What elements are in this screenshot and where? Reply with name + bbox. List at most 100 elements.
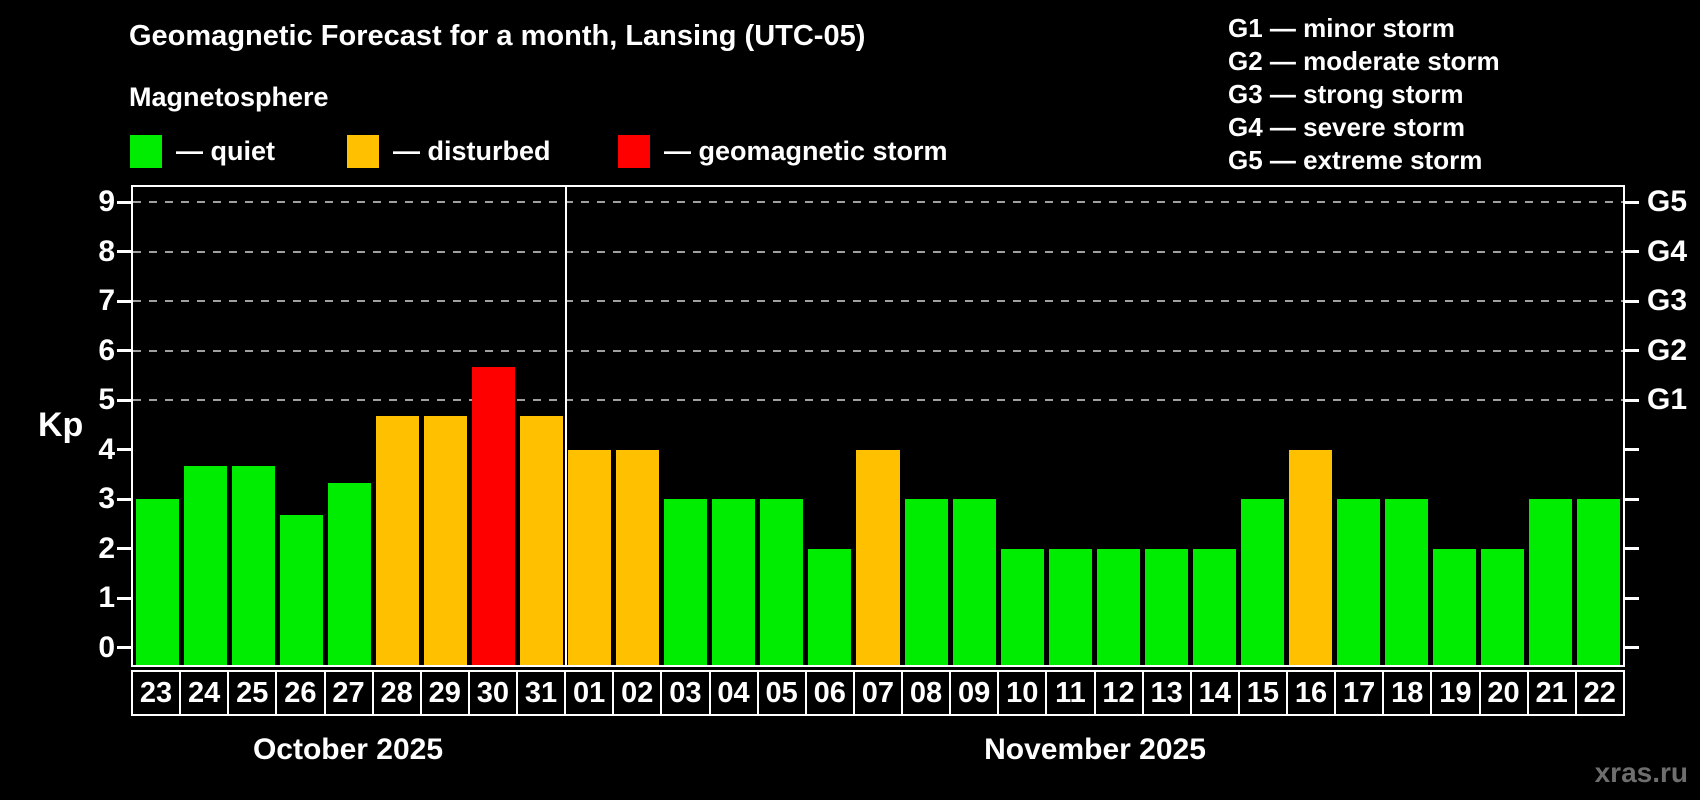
- day-cell-01: 01: [566, 672, 615, 714]
- y-tick-label-9: 9: [98, 185, 115, 218]
- disturbed-color-swatch: [347, 134, 379, 168]
- kp-bar-november-20: [1481, 548, 1525, 665]
- kp-bar-november-19: [1433, 548, 1477, 665]
- left-tick-kp5: [117, 398, 131, 402]
- kp-bar-november-18: [1385, 499, 1429, 665]
- y-tick-label-6: 6: [98, 333, 115, 367]
- day-cell-07: 07: [854, 672, 903, 714]
- right-tick-kp2: [1625, 547, 1639, 550]
- chart-title: Geomagnetic Forecast for a month, Lansin…: [129, 20, 866, 52]
- legend-item-quiet: — quiet: [130, 134, 275, 168]
- left-tick-kp9: [117, 200, 131, 204]
- kp-bar-october-25: [231, 465, 275, 665]
- right-tick-kp0: [1625, 646, 1639, 649]
- right-tick-kp1: [1625, 596, 1639, 600]
- g-scale-legend-line-g2: G2 — moderate storm: [1228, 46, 1500, 76]
- day-cell-14: 14: [1191, 672, 1240, 714]
- kp-bar-october-31: [520, 416, 564, 665]
- legend-label-storm: — geomagnetic storm: [664, 135, 948, 166]
- kp-bar-november-22: [1577, 499, 1621, 665]
- kp-bar-october-28: [375, 416, 419, 665]
- kp-bar-november-17: [1337, 499, 1381, 665]
- kp-bar-november-15: [1240, 499, 1285, 665]
- day-cell-08: 08: [903, 672, 952, 714]
- kp-bar-november-11: [1048, 548, 1092, 665]
- day-cell-12: 12: [1095, 672, 1144, 714]
- right-tick-kp8: [1625, 250, 1639, 253]
- g-scale-legend-line-g3: G3 — strong storm: [1228, 79, 1464, 109]
- day-cell-25: 25: [229, 672, 278, 714]
- kp-bar-november-02: [616, 449, 660, 665]
- gridline-kp8: [133, 250, 1623, 253]
- day-cell-09: 09: [951, 672, 1000, 714]
- y-tick-label-0: 0: [98, 630, 115, 664]
- day-cell-30: 30: [469, 672, 518, 714]
- kp-bar-november-09: [952, 499, 996, 665]
- month-label-october: October 2025: [252, 733, 444, 766]
- day-cell-20: 20: [1480, 672, 1529, 714]
- gridline-kp5: [133, 399, 1623, 401]
- chart-subtitle: Magnetosphere: [129, 82, 329, 112]
- day-cell-10: 10: [999, 672, 1048, 714]
- day-cell-13: 13: [1143, 672, 1192, 714]
- day-cell-31: 31: [518, 672, 567, 714]
- quiet-color-swatch: [130, 134, 162, 168]
- right-tick-kp4: [1625, 448, 1639, 451]
- right-tick-kp9: [1625, 200, 1639, 204]
- kp-bar-october-23: [135, 499, 179, 665]
- kp-bar-november-05: [760, 499, 804, 665]
- legend-item-disturbed: — disturbed: [347, 134, 551, 168]
- kp-bar-november-12: [1096, 548, 1140, 665]
- day-cell-29: 29: [421, 672, 470, 714]
- day-cell-24: 24: [181, 672, 230, 714]
- g-tick-label-g1: G1: [1647, 383, 1688, 416]
- day-cell-06: 06: [806, 672, 855, 714]
- y-tick-label-2: 2: [98, 531, 115, 565]
- kp-bar-november-01: [568, 449, 612, 665]
- g-tick-label-g2: G2: [1647, 333, 1688, 367]
- left-tick-kp7: [117, 299, 131, 303]
- y-tick-label-5: 5: [98, 383, 115, 416]
- month-label-november: November 2025: [984, 733, 1206, 766]
- day-cell-02: 02: [614, 672, 663, 714]
- y-tick-label-4: 4: [98, 432, 115, 466]
- left-tick-kp1: [117, 596, 131, 600]
- right-tick-kp6: [1625, 349, 1639, 352]
- day-cell-11: 11: [1047, 672, 1096, 714]
- day-cell-26: 26: [277, 672, 326, 714]
- kp-bar-november-16: [1289, 449, 1333, 665]
- right-tick-kp7: [1625, 299, 1639, 303]
- day-cell-28: 28: [373, 672, 422, 714]
- day-cell-04: 04: [710, 672, 759, 714]
- kp-bar-november-07: [856, 449, 900, 665]
- day-cell-16: 16: [1288, 672, 1337, 714]
- left-tick-kp3: [117, 497, 131, 501]
- kp-bar-october-26: [279, 515, 323, 665]
- g-scale-legend: G1 — minor storm G2 — moderate storm G3 …: [1228, 12, 1500, 177]
- day-axis: 23 24 25 26 27 28 29 30 31 01 02 03 04 05 06 07 08 09 10 11…: [131, 670, 1625, 716]
- g-scale-legend-line-g4: G4 — severe storm: [1228, 112, 1466, 142]
- left-tick-kp2: [117, 547, 131, 550]
- day-cell-23: 23: [133, 672, 182, 714]
- day-cell-27: 27: [325, 672, 374, 714]
- day-cell-17: 17: [1336, 672, 1385, 714]
- right-tick-kp5: [1625, 398, 1639, 402]
- g-scale-legend-line-g5: G5 — extreme storm: [1228, 145, 1483, 175]
- legend-item-storm: — geomagnetic storm: [618, 134, 948, 168]
- day-cell-19: 19: [1432, 672, 1481, 714]
- left-tick-kp0: [117, 646, 131, 649]
- g-tick-label-g4: G4: [1647, 234, 1688, 268]
- storm-color-swatch: [618, 134, 650, 168]
- watermark: xras.ru: [1594, 757, 1688, 788]
- kp-bar-october-30: [471, 366, 515, 665]
- kp-bar-november-08: [904, 499, 948, 665]
- legend-label-disturbed: — disturbed: [393, 135, 551, 166]
- plot-area: [131, 185, 1625, 667]
- kp-bar-october-27: [327, 482, 371, 665]
- day-cell-18: 18: [1384, 672, 1433, 714]
- left-tick-kp8: [117, 250, 131, 253]
- gridline-kp9: [133, 201, 1623, 203]
- g-tick-label-g3: G3: [1647, 284, 1688, 317]
- y-tick-label-7: 7: [98, 284, 115, 317]
